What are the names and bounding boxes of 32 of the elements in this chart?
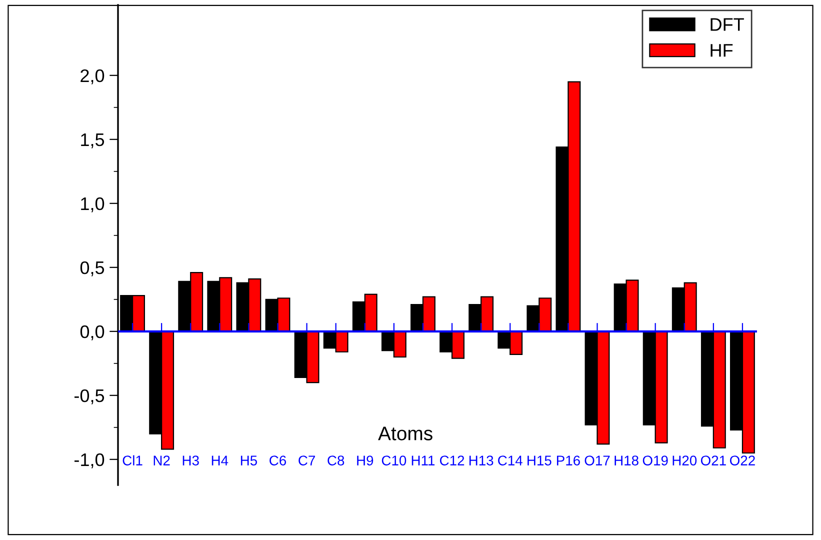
x-tick-label: H9: [357, 456, 374, 466]
y-tick-label: 0,0: [80, 325, 104, 340]
x-tick-label: H11: [412, 456, 435, 466]
x-tick-label: C6: [270, 456, 286, 466]
x-tick-label: C10: [382, 456, 406, 466]
y-tick-label: 1,0: [81, 197, 104, 212]
x-tick-label: C12: [440, 456, 464, 466]
x-tick-label: C7: [298, 456, 315, 466]
x-tick-label: C14: [498, 456, 522, 466]
x-tick-label: N2: [154, 456, 170, 466]
x-tick-label: H15: [528, 456, 552, 466]
x-tick-label: H4: [212, 456, 228, 466]
x-tick-label: H5: [240, 456, 257, 466]
x-tick-label: O17: [584, 456, 610, 466]
y-tick-label: -0,5: [74, 389, 104, 404]
x-tick-label: O21: [700, 456, 726, 466]
x-tick-label: P16: [556, 456, 580, 466]
y-tick-label: 0,5: [80, 261, 104, 276]
x-tick-label: H3: [182, 456, 199, 466]
x-tick-label: O19: [642, 456, 668, 466]
x-tick-label: Cl1: [122, 455, 142, 466]
legend-label: HF: [710, 44, 733, 57]
x-tick-label: O22: [730, 456, 755, 466]
legend-label: DFT: [710, 18, 744, 31]
x-tick-label: H18: [614, 456, 638, 466]
y-tick-label: -1,0: [74, 453, 104, 468]
x-tick-label: H13: [469, 456, 494, 466]
x-tick-label: H20: [672, 456, 697, 466]
y-tick-label: 2,0: [80, 69, 104, 84]
x-tick-label: C8: [328, 456, 344, 466]
x-axis-title: Atoms: [378, 426, 432, 440]
y-tick-label: 1,5: [81, 134, 104, 148]
